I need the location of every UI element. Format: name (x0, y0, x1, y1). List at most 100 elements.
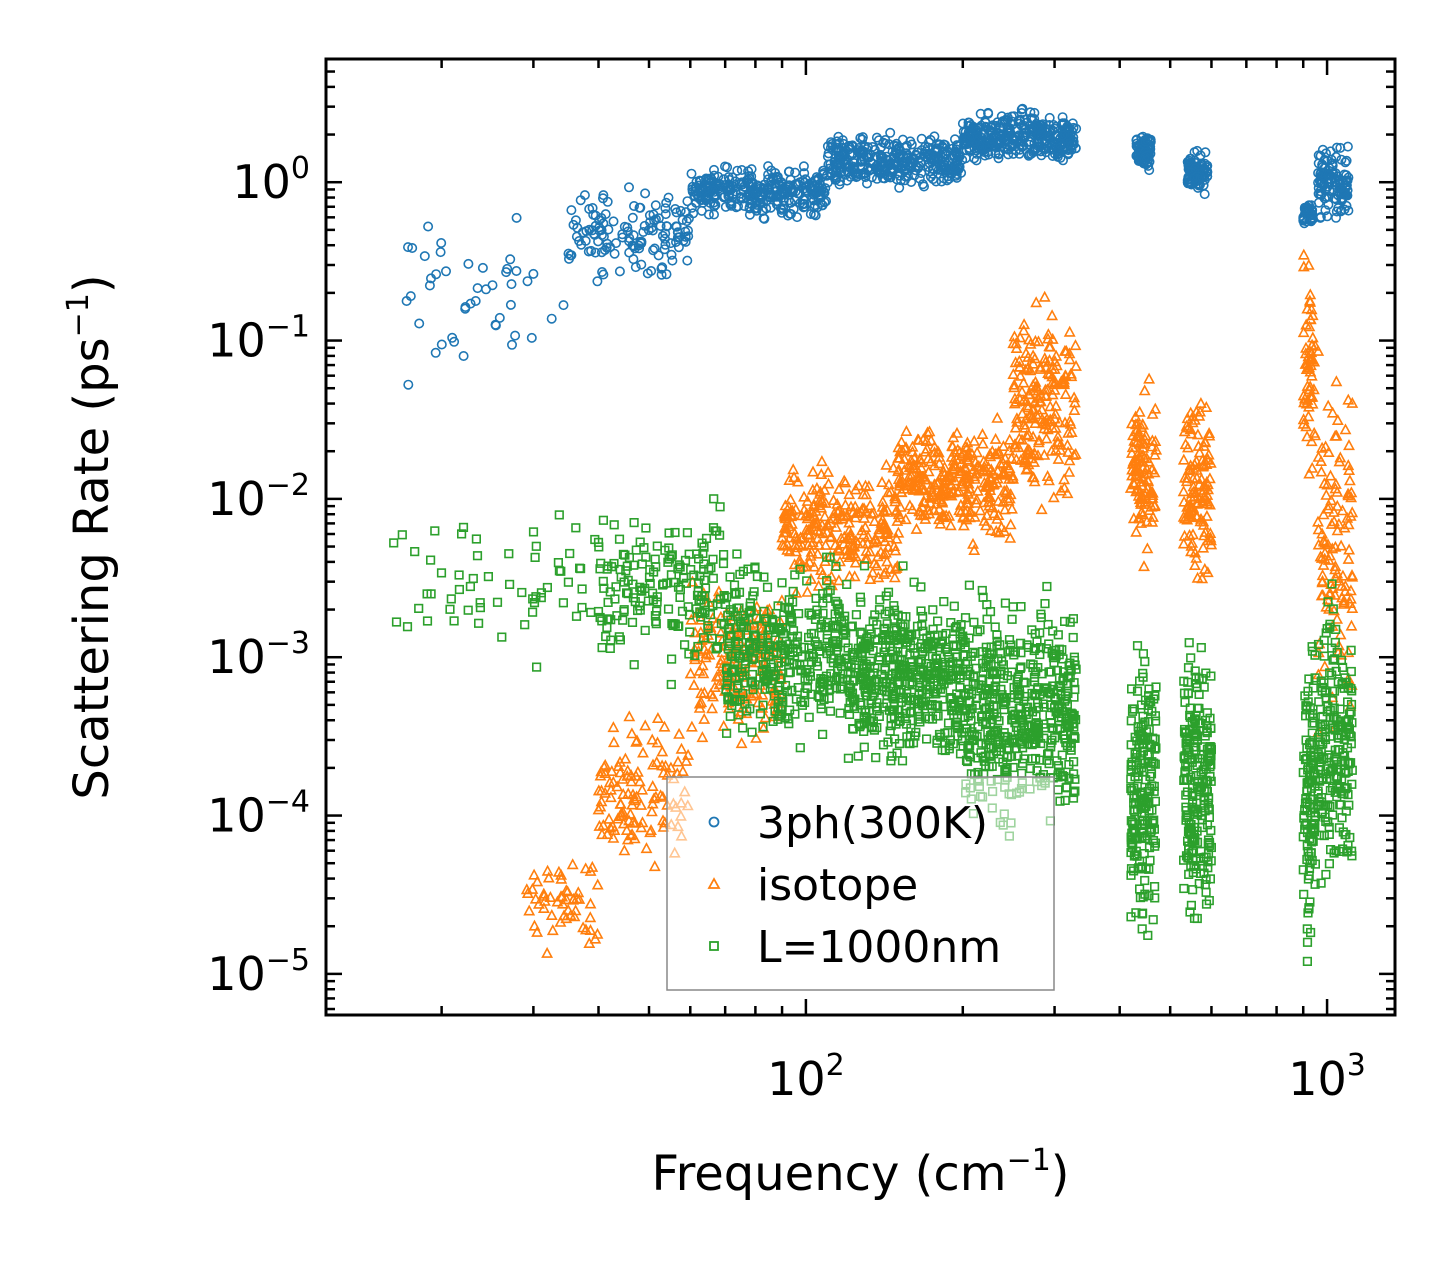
3ph-point (665, 238, 676, 249)
3ph-point (859, 167, 870, 178)
boundary-point (430, 526, 440, 536)
isotope-point (1038, 290, 1051, 302)
3ph-point (706, 174, 717, 185)
isotope-point (684, 667, 697, 679)
isotope-point (618, 844, 631, 856)
3ph-point (558, 300, 569, 311)
isotope-point (787, 463, 800, 475)
3ph-point (858, 151, 869, 162)
3ph-point (798, 199, 809, 210)
3ph-point (490, 320, 501, 331)
boundary-point (738, 723, 748, 733)
3ph-point (666, 249, 677, 260)
3ph-point (566, 205, 577, 216)
3ph-point (510, 330, 521, 341)
3ph-point (755, 191, 766, 202)
3ph-point (511, 265, 522, 276)
boundary-point (840, 638, 851, 648)
3ph-point (436, 339, 447, 350)
3ph-point (650, 200, 661, 211)
3ph-point (798, 202, 809, 213)
boundary-point (725, 711, 735, 721)
3ph-point (980, 121, 991, 132)
boundary-point (1140, 875, 1150, 886)
boundary-point (708, 573, 718, 583)
3ph-point (677, 214, 688, 225)
3ph-point (501, 267, 512, 278)
boundary-point (650, 554, 660, 564)
3ph-point (522, 276, 533, 287)
3ph-point (906, 139, 917, 150)
boundary-point (835, 708, 845, 718)
3ph-point (661, 221, 672, 232)
boundary-point (1017, 768, 1027, 778)
3ph-point (656, 263, 667, 274)
boundary-point (563, 577, 573, 587)
boundary-point (1196, 642, 1206, 653)
3ph-point (881, 154, 892, 165)
3ph-point (931, 176, 942, 187)
isotope-point (1342, 552, 1355, 564)
boundary-point (389, 538, 399, 548)
3ph-point (458, 350, 469, 361)
isotope-point (1040, 432, 1053, 444)
3ph-point (808, 209, 819, 220)
isotope-point (675, 742, 688, 754)
isotope-point (541, 864, 554, 876)
isotope-point (801, 585, 814, 597)
3ph-point (948, 160, 959, 171)
3ph-point (682, 255, 693, 266)
3ph-point (440, 266, 451, 277)
boundary-point (928, 605, 938, 615)
3ph-point (774, 188, 785, 199)
isotope-point (637, 746, 649, 758)
boundary-point (1202, 708, 1212, 718)
3ph-point (686, 168, 697, 179)
boundary-point (425, 555, 436, 565)
boundary-point (554, 510, 564, 520)
3ph-point (885, 127, 896, 138)
3ph-point (506, 339, 517, 350)
isotope-point (1130, 525, 1143, 537)
3ph-point (718, 192, 729, 203)
boundary-point (817, 729, 828, 739)
3ph-point (687, 186, 698, 197)
boundary-point (641, 523, 651, 533)
3ph-point (648, 245, 659, 256)
3ph-point (590, 247, 601, 258)
3ph-point (832, 160, 843, 171)
3ph-point (702, 191, 713, 202)
isotope-point (646, 733, 659, 745)
isotope-point (646, 780, 659, 792)
boundary-point (715, 502, 725, 512)
3ph-point (594, 222, 605, 233)
isotope-point (566, 858, 579, 870)
3ph-point (1016, 104, 1027, 115)
3ph-point (910, 161, 921, 172)
3ph-point (609, 248, 620, 259)
isotope-point (1030, 296, 1043, 308)
3ph-point (628, 241, 639, 252)
isotope-point (680, 754, 693, 766)
boundary-point (577, 602, 587, 613)
3ph-point (924, 166, 935, 177)
boundary-point (921, 734, 932, 744)
3ph-point (940, 163, 951, 174)
3ph-point (610, 238, 621, 249)
isotope-point (1330, 375, 1343, 387)
3ph-point (430, 347, 441, 358)
3ph-point (775, 203, 786, 214)
3ph-point (938, 165, 949, 176)
3ph-point (744, 171, 755, 182)
boundary-point (528, 527, 539, 537)
boundary-point (1192, 913, 1202, 924)
boundary-point (577, 584, 587, 594)
3ph-point (401, 295, 412, 306)
3ph-point (629, 243, 640, 254)
boundary-point (614, 534, 625, 544)
boundary-point (652, 541, 662, 551)
isotope-point (1181, 441, 1194, 453)
3ph-point (646, 222, 657, 233)
boundary-point (483, 571, 494, 582)
isotope-point (648, 860, 661, 872)
